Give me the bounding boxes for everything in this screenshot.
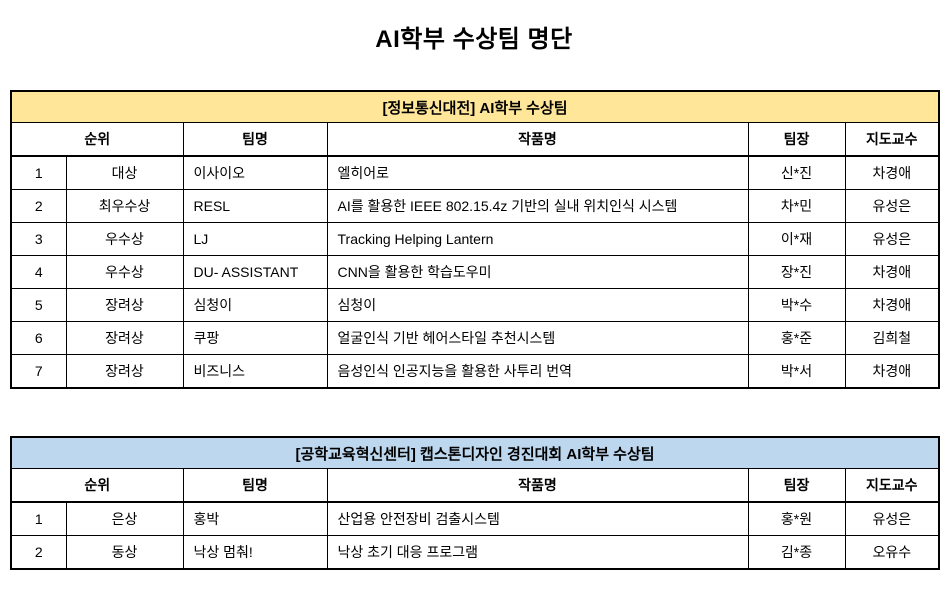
cell-award: 동상 [65, 535, 184, 570]
col-header-professor: 지도교수 [844, 468, 940, 503]
cell-leader: 차*민 [747, 189, 846, 223]
table-column-header-row: 순위 팀명 작품명 팀장 지도교수 [10, 122, 940, 157]
cell-no: 5 [10, 288, 67, 322]
cell-leader: 홍*준 [747, 321, 846, 355]
cell-no: 4 [10, 255, 67, 289]
cell-work-title: 낙상 초기 대응 프로그램 [326, 535, 749, 570]
page-title: AI학부 수상팀 명단 [375, 26, 573, 53]
cell-professor: 차경애 [844, 155, 940, 190]
table-row: 1 은상 홍박 산업용 안전장비 검출시스템 홍*원 유성은 [10, 501, 940, 536]
table-banner: [정보통신대전] AI학부 수상팀 [10, 90, 940, 123]
cell-no: 3 [10, 222, 67, 256]
cell-leader: 박*서 [747, 354, 846, 389]
cell-leader: 장*진 [747, 255, 846, 289]
cell-leader: 신*진 [747, 155, 846, 190]
cell-professor: 유성은 [844, 501, 940, 536]
cell-team-name: 낙상 멈춰! [182, 535, 328, 570]
table-row: 7 장려상 비즈니스 음성인식 인공지능을 활용한 사투리 번역 박*서 차경애 [10, 354, 940, 389]
cell-work-title: CNN을 활용한 학습도우미 [326, 255, 749, 289]
cell-work-title: Tracking Helping Lantern [326, 222, 749, 256]
cell-work-title: 음성인식 인공지능을 활용한 사투리 번역 [326, 354, 749, 389]
cell-professor: 오유수 [844, 535, 940, 570]
cell-professor: 유성은 [844, 222, 940, 256]
table-row: 2 최우수상 RESL AI를 활용한 IEEE 802.15.4z 기반의 실내 위… [10, 189, 940, 223]
cell-award: 대상 [65, 155, 184, 190]
col-header-rank: 순위 [10, 468, 184, 503]
col-header-leader: 팀장 [747, 122, 846, 157]
table-column-header-row: 순위 팀명 작품명 팀장 지도교수 [10, 468, 940, 503]
cell-professor: 김희철 [844, 321, 940, 355]
cell-work-title: 얼굴인식 기반 헤어스타일 추천시스템 [326, 321, 749, 355]
cell-work-title: 심청이 [326, 288, 749, 322]
cell-team-name: 심청이 [182, 288, 328, 322]
cell-award: 장려상 [65, 354, 184, 389]
cell-team-name: 이사이오 [182, 155, 328, 190]
col-header-professor: 지도교수 [844, 122, 940, 157]
cell-team-name: 비즈니스 [182, 354, 328, 389]
awards-table-capstone-design: [공학교육혁신센터] 캡스톤디자인 경진대회 AI학부 수상팀 순위 팀명 작품… [10, 436, 941, 570]
cell-team-name: 홍박 [182, 501, 328, 536]
table-row: 4 우수상 DU- ASSISTANT CNN을 활용한 학습도우미 장*진 차경애 [10, 255, 940, 289]
cell-team-name: DU- ASSISTANT [182, 255, 328, 289]
table-banner-row: [정보통신대전] AI학부 수상팀 [10, 90, 940, 123]
cell-work-title: 엘히어로 [326, 155, 749, 190]
table-banner-row: [공학교육혁신센터] 캡스톤디자인 경진대회 AI학부 수상팀 [10, 436, 940, 469]
cell-no: 2 [10, 189, 67, 223]
col-header-work: 작품명 [326, 468, 749, 503]
table-row: 2 동상 낙상 멈춰! 낙상 초기 대응 프로그램 김*종 오유수 [10, 535, 940, 570]
col-header-work: 작품명 [326, 122, 749, 157]
awards-table-ict-competition: [정보통신대전] AI학부 수상팀 순위 팀명 작품명 팀장 지도교수 1 대상 이… [10, 90, 941, 389]
cell-team-name: RESL [182, 189, 328, 223]
cell-no: 1 [10, 501, 67, 536]
cell-leader: 홍*원 [747, 501, 846, 536]
cell-work-title: 산업용 안전장비 검출시스템 [326, 501, 749, 536]
cell-award: 장려상 [65, 321, 184, 355]
cell-no: 1 [10, 155, 67, 190]
cell-leader: 김*종 [747, 535, 846, 570]
cell-professor: 차경애 [844, 288, 940, 322]
cell-professor: 유성은 [844, 189, 940, 223]
cell-award: 최우수상 [65, 189, 184, 223]
cell-team-name: LJ [182, 222, 328, 256]
cell-award: 우수상 [65, 222, 184, 256]
cell-no: 7 [10, 354, 67, 389]
col-header-rank: 순위 [10, 122, 184, 157]
cell-professor: 차경애 [844, 354, 940, 389]
col-header-team: 팀명 [182, 122, 328, 157]
cell-team-name: 쿠팡 [182, 321, 328, 355]
cell-award: 은상 [65, 501, 184, 536]
table-banner: [공학교육혁신센터] 캡스톤디자인 경진대회 AI학부 수상팀 [10, 436, 940, 469]
table-row: 1 대상 이사이오 엘히어로 신*진 차경애 [10, 155, 940, 190]
col-header-team: 팀명 [182, 468, 328, 503]
cell-award: 장려상 [65, 288, 184, 322]
cell-leader: 박*수 [747, 288, 846, 322]
table-row: 6 장려상 쿠팡 얼굴인식 기반 헤어스타일 추천시스템 홍*준 김희철 [10, 321, 940, 355]
table-row: 3 우수상 LJ Tracking Helping Lantern 이*재 유성은 [10, 222, 940, 256]
cell-professor: 차경애 [844, 255, 940, 289]
col-header-leader: 팀장 [747, 468, 846, 503]
cell-no: 6 [10, 321, 67, 355]
cell-award: 우수상 [65, 255, 184, 289]
cell-leader: 이*재 [747, 222, 846, 256]
cell-no: 2 [10, 535, 67, 570]
table-row: 5 장려상 심청이 심청이 박*수 차경애 [10, 288, 940, 322]
cell-work-title: AI를 활용한 IEEE 802.15.4z 기반의 실내 위치인식 시스템 [326, 189, 749, 223]
